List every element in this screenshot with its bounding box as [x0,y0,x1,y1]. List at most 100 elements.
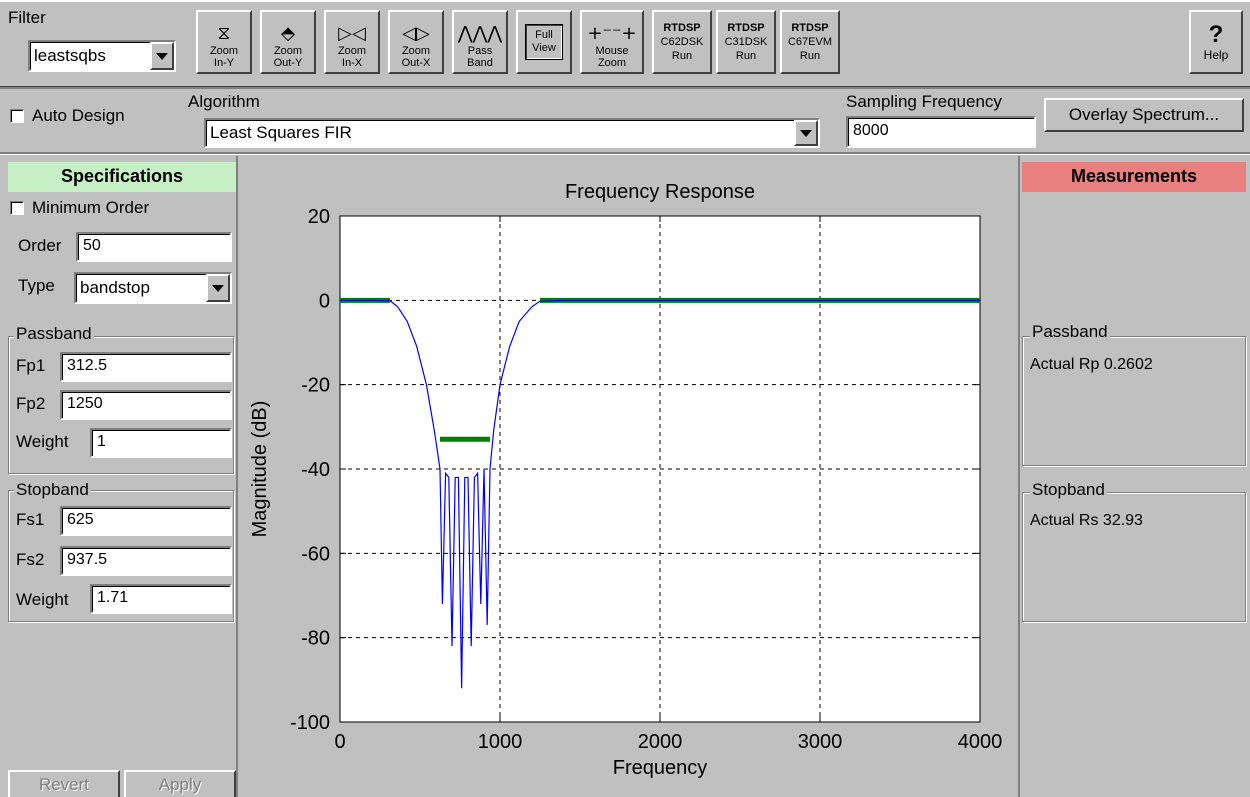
rtdsp-c62dsk-run: Run [671,50,693,62]
algorithm-select-value: Least Squares FIR [210,123,352,142]
help-icon: ? [1208,21,1224,48]
x-axis-label: Frequency [613,757,708,779]
minimum-order-check[interactable] [10,201,24,215]
type-select[interactable]: bandstop [74,272,232,304]
x-tick-label: 3000 [798,731,843,753]
measured-passband-group [1022,336,1246,466]
y-axis-label: Magnitude (dB) [249,401,271,538]
passband-weight-value: 1 [97,433,106,450]
zoom-out-x-icon: ◁▷ [402,23,430,44]
rtdsp-c67evm-run-button[interactable]: RTDSP C67EVM Run [780,10,840,74]
sampling-frequency-label: Sampling Frequency [846,92,1002,111]
x-tick-label: 4000 [958,731,1003,753]
fp1-label: Fp1 [16,356,46,375]
fp2-label: Fp2 [16,394,46,413]
type-label: Type [18,276,55,295]
overlay-spectrum-button[interactable]: Overlay Spectrum... [1044,98,1244,132]
zoom-in-x-icon: ▷◁ [338,23,366,44]
rtdsp-c31dsk-run-button[interactable]: RTDSP C31DSK Run [716,10,776,74]
actual-rs-value: Actual Rs 32.93 [1030,512,1143,529]
fs2-input[interactable]: 937.5 [60,546,232,576]
minimum-order-checkbox[interactable]: Minimum Order [10,198,149,218]
stopband-weight-label: Weight [16,590,69,609]
passband-group [8,336,234,474]
fp2-input[interactable]: 1250 [60,390,232,420]
passband-weight-label: Weight [16,432,69,451]
x-tick-label: 1000 [478,731,523,753]
fs2-value: 937.5 [67,551,108,568]
mouse-zoom-button[interactable]: +⁻⁻+ Mouse Zoom [580,10,644,74]
help-button[interactable]: ? Help [1189,10,1243,74]
rtdsp-c62dsk-run-button[interactable]: RTDSP C62DSK Run [652,10,712,74]
zoom-in-y-icon: ⧖ [217,23,231,44]
stopband-group [8,490,234,622]
chevron-down-icon [156,52,168,60]
stopband-weight-input[interactable]: 1.71 [90,584,232,614]
mouse-zoom-label: Mouse [595,45,629,57]
passband-weight-input[interactable]: 1 [90,428,232,458]
y-tick-label: 20 [308,206,330,228]
chart-area: 0 1000 2000 3000 4000 20 0 -20 -40 -60 -80 -100 Freq… [238,156,1018,797]
zoom-out-x-button[interactable]: ◁▷ Zoom Out-X [388,10,444,74]
fs1-input[interactable]: 625 [60,506,232,536]
filter-select[interactable]: leastsqbs [28,40,176,72]
type-dropdown-button[interactable] [206,274,230,302]
mouse-zoom-sublabel: Zoom [597,57,627,69]
help-label: Help [1203,48,1229,62]
fp1-value: 312.5 [67,357,108,374]
filter-dropdown-button[interactable] [150,42,174,70]
y-tick-label: 0 [319,290,330,312]
zoom-out-x-label: Zoom [401,45,431,57]
sampling-frequency-input[interactable]: 8000 [846,116,1036,148]
measured-passband-title: Passband [1030,322,1110,342]
revert-button[interactable]: Revert [8,770,120,797]
mouse-zoom-icon: +⁻⁻+ [587,23,637,44]
chart-title: Frequency Response [565,181,755,203]
filter-label: Filter [8,8,46,27]
auto-design-checkbox[interactable]: Auto Design [10,106,125,126]
response-line [340,299,980,689]
full-view-label: Full [535,29,553,41]
fs1-value: 625 [67,511,94,528]
pass-band-button[interactable]: ⋀⋀⋀ Pass Band [452,10,508,74]
pass-band-sublabel: Band [467,57,493,69]
order-value: 50 [83,237,101,254]
auto-design-label: Auto Design [32,106,125,125]
rtdsp-c31dsk-board: C31DSK [724,36,768,48]
toolbar-divider [0,87,1250,89]
revert-label: Revert [38,774,90,794]
algorithm-dropdown-button[interactable] [794,120,818,146]
stopband-title: Stopband [14,480,91,500]
zoom-out-x-sublabel: Out-X [401,57,431,69]
row-divider-highlight [0,154,1250,155]
y-tick-label: -80 [301,628,330,650]
fs1-label: Fs1 [16,510,45,529]
full-view-frame: Full View [525,24,563,60]
rtdsp-c67evm-label: RTDSP [791,22,829,34]
filter-select-value: leastsqbs [34,46,106,65]
y-tick-label: -40 [301,459,330,481]
zoom-out-y-button[interactable]: ⬘ Zoom Out-Y [260,10,316,74]
rtdsp-c62dsk-board: C62DSK [660,36,704,48]
overlay-spectrum-label: Overlay Spectrum... [1068,105,1220,124]
full-view-button[interactable]: Full View [516,10,572,74]
zoom-in-x-button[interactable]: ▷◁ Zoom In-X [324,10,380,74]
y-tick-label: -60 [301,543,330,565]
x-tick-label: 0 [334,731,345,753]
row-divider [0,152,1250,154]
right-panel-divider [1018,156,1020,797]
passband-title: Passband [14,324,94,344]
algorithm-select[interactable]: Least Squares FIR [204,118,820,148]
measured-stopband-group [1022,492,1246,622]
zoom-in-y-label: Zoom [209,45,239,57]
order-input[interactable]: 50 [76,232,232,262]
rtdsp-c67evm-board: C67EVM [787,36,833,48]
auto-design-check[interactable] [10,109,24,123]
zoom-in-y-button[interactable]: ⧖ Zoom In-Y [196,10,252,74]
fp1-input[interactable]: 312.5 [60,352,232,382]
fp2-value: 1250 [67,395,103,412]
apply-button[interactable]: Apply [124,770,236,797]
measurements-header: Measurements [1022,162,1246,192]
fs2-label: Fs2 [16,550,45,569]
type-select-value: bandstop [80,278,150,297]
